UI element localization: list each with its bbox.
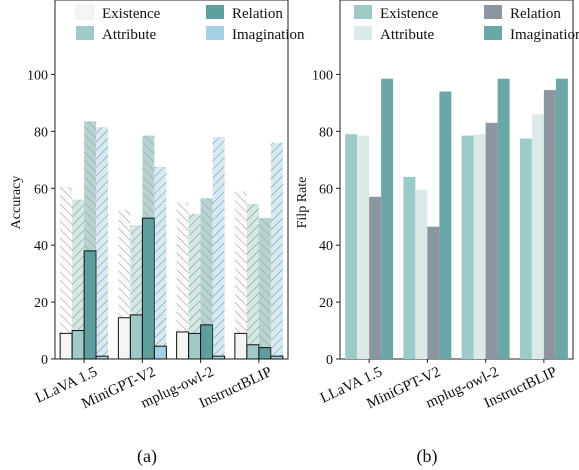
bar-relation-minigpt-v2 [427, 226, 440, 359]
bar-attribute-instructblip [246, 344, 260, 360]
bar-imagination-minigpt-v2 [153, 345, 167, 360]
legend: Existence Attribute Relation Imagination [354, 5, 579, 43]
bar-imagination-llava-1-5 [95, 355, 109, 360]
legend-item-imagination: Imagination [484, 26, 579, 43]
bar-attribute-mplug-owl-2 [188, 332, 202, 360]
bar-relation-instructblip [258, 347, 272, 360]
y-tick-label: 40 [34, 239, 48, 254]
legend-item-existence: Existence [75, 4, 161, 22]
legend-swatch-relation [206, 5, 224, 19]
legend-item-existence: Existence [354, 5, 439, 22]
bar-imagination-llava-1-5 [381, 78, 394, 360]
y-tick-label: 80 [34, 125, 48, 140]
bar-relation-llava-1-5 [369, 196, 382, 359]
y-tick-label: 0 [326, 353, 333, 368]
y-tick-label: 40 [319, 239, 333, 254]
legend-swatch-imagination [484, 26, 502, 40]
bar-imagination-minigpt-v2 [439, 91, 452, 359]
bar-relation-llava-1-5 [83, 250, 97, 360]
legend-swatch-attribute [354, 26, 372, 40]
legend-label-imagination: Imagination [232, 27, 305, 43]
legend-item-attribute: Attribute [76, 26, 156, 43]
bar-existence-instructblip [519, 138, 532, 359]
bar-original-hatch-existence-mplug-owl-2 [176, 202, 189, 359]
y-tick-label: 0 [41, 353, 48, 368]
bar-original-hatch-relation-mplug-owl-2 [200, 198, 213, 359]
bar-original-hatch-imagination-mplug-owl-2 [212, 137, 225, 359]
bar-original-hatch-imagination-instructblip [270, 142, 283, 359]
legend-swatch-attribute [76, 26, 94, 40]
bar-original-hatch-imagination-llava-1-5 [96, 127, 109, 359]
bar-existence-mplug-owl-2 [176, 331, 190, 360]
legend-label-attribute: Attribute [380, 27, 434, 43]
plot-frame [339, 0, 574, 360]
bar-attribute-llava-1-5 [357, 135, 370, 359]
legend-item-imagination: Imagination [206, 26, 305, 43]
bar-original-hatch-relation-instructblip [258, 218, 271, 359]
legend-item-relation: Relation [484, 5, 561, 22]
legend-label-imagination: Imagination [510, 27, 579, 43]
panel-label: (b) [417, 446, 438, 467]
bar-imagination-instructblip [555, 78, 568, 360]
bar-original-hatch-attribute-mplug-owl-2 [188, 213, 201, 359]
legend-swatch-relation [484, 5, 502, 19]
legend-label-attribute: Attribute [102, 27, 156, 43]
legend-item-attribute: Attribute [354, 26, 434, 43]
legend-label-relation: Relation [232, 6, 283, 22]
bar-relation-mplug-owl-2 [200, 324, 214, 360]
bar-existence-llava-1-5 [345, 134, 358, 359]
bar-original-hatch-existence-llava-1-5 [60, 186, 73, 359]
bar-attribute-llava-1-5 [71, 330, 85, 360]
legend: Existence Attribute Relation Imagination [75, 4, 305, 43]
legend-swatch-existence [354, 5, 372, 19]
y-axis-label: Accuracy [9, 176, 24, 230]
bar-relation-mplug-owl-2 [485, 122, 498, 359]
y-tick-label: 100 [312, 68, 333, 83]
bar-existence-minigpt-v2 [117, 317, 131, 360]
y-tick-label: 20 [319, 296, 333, 311]
bar-original-hatch-imagination-minigpt-v2 [154, 166, 167, 359]
bar-existence-mplug-owl-2 [461, 135, 474, 359]
bar-original-hatch-attribute-instructblip [246, 203, 259, 359]
y-tick-label: 100 [27, 68, 48, 83]
bar-imagination-mplug-owl-2 [212, 355, 226, 360]
legend-label-existence: Existence [380, 6, 439, 22]
y-tick-label: 20 [34, 296, 48, 311]
y-tick-label: 60 [319, 182, 333, 197]
bar-existence-minigpt-v2 [403, 176, 416, 359]
legend-label-relation: Relation [510, 6, 561, 22]
bar-imagination-mplug-owl-2 [497, 78, 510, 360]
legend-item-relation: Relation [206, 5, 283, 22]
bar-relation-minigpt-v2 [141, 217, 155, 360]
panel-label: (a) [137, 446, 157, 467]
bar-attribute-minigpt-v2 [129, 314, 143, 360]
plot-frame [54, 0, 289, 360]
bar-attribute-minigpt-v2 [415, 189, 428, 359]
legend-swatch-imagination [206, 26, 224, 40]
bar-existence-instructblip [234, 332, 248, 360]
y-tick-label: 80 [319, 125, 333, 140]
bar-attribute-mplug-owl-2 [473, 134, 486, 359]
bar-attribute-instructblip [531, 114, 544, 359]
y-axis-label: Filp Rate [295, 177, 310, 229]
bar-relation-instructblip [543, 90, 556, 359]
bar-imagination-instructblip [270, 355, 284, 360]
legend-label-existence: Existence [102, 6, 161, 22]
bar-existence-llava-1-5 [59, 332, 73, 360]
y-tick-label: 60 [34, 182, 48, 197]
bar-original-hatch-existence-instructblip [234, 191, 247, 359]
bar-original-hatch-attribute-llava-1-5 [72, 199, 85, 359]
legend-swatch-existence [75, 4, 95, 20]
